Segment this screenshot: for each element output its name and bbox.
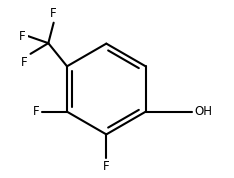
Text: F: F [33,105,39,118]
Text: F: F [21,56,28,69]
Text: OH: OH [195,105,212,118]
Text: F: F [18,30,25,43]
Text: F: F [103,160,110,173]
Text: F: F [50,7,57,20]
